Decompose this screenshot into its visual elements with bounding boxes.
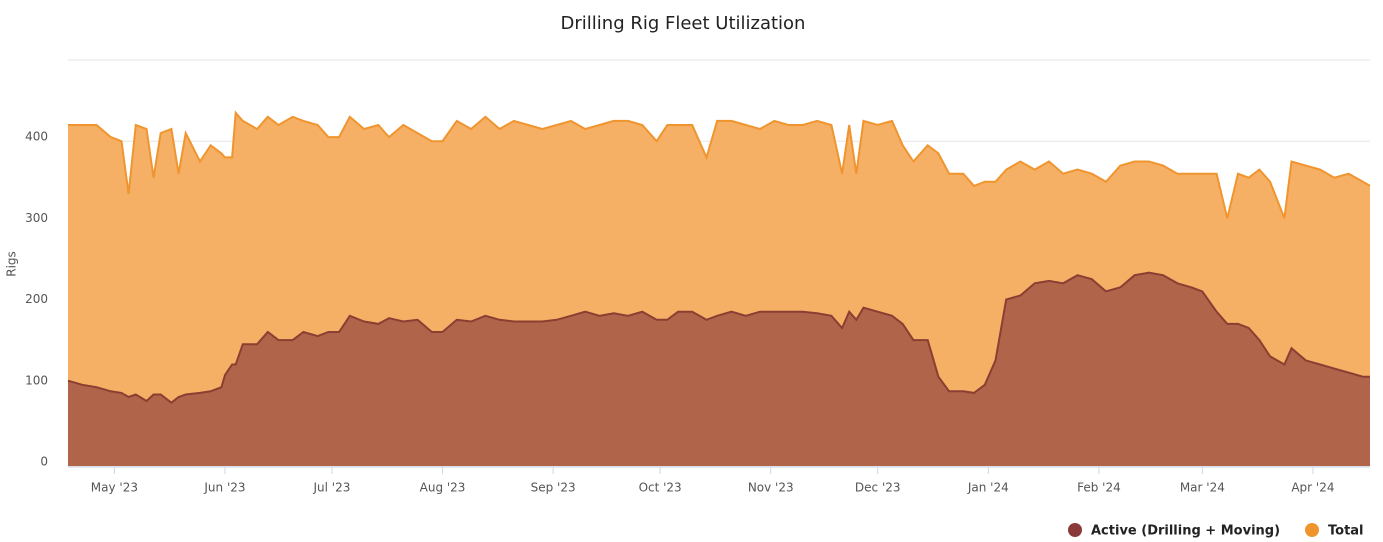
x-tick-label: Dec '23 <box>855 481 901 495</box>
legend-marker <box>1068 523 1082 537</box>
x-tick-label: Nov '23 <box>748 481 794 495</box>
y-axis-label: Rigs <box>5 251 19 277</box>
legend-label: Total <box>1328 524 1364 539</box>
x-tick-label: Aug '23 <box>420 481 466 495</box>
x-tick-label: May '23 <box>91 481 138 495</box>
legend-label: Active (Drilling + Moving) <box>1091 524 1280 539</box>
x-tick-label: Jul '23 <box>313 481 351 495</box>
area-line <box>67 271 1370 404</box>
x-tick-label: Apr '24 <box>1291 481 1334 495</box>
y-tick-label: 200 <box>25 292 48 306</box>
legend-marker <box>1305 523 1319 537</box>
x-tick-label: Jun '23 <box>203 481 245 495</box>
y-tick-label: 400 <box>25 130 48 144</box>
x-tick-label: Mar '24 <box>1180 481 1225 495</box>
x-tick-label: Feb '24 <box>1077 481 1121 495</box>
y-tick-label: 100 <box>25 373 48 387</box>
y-tick-label: 300 <box>25 211 48 225</box>
chart-title: Drilling Rig Fleet Utilization <box>561 13 806 34</box>
area-fill <box>68 272 1370 466</box>
x-tick-label: Oct '23 <box>639 481 682 495</box>
x-tick-label: Jan '24 <box>967 481 1009 495</box>
area-line <box>68 110 1371 219</box>
y-tick-label: 0 <box>40 455 48 469</box>
x-tick-label: Sep '23 <box>531 481 576 495</box>
